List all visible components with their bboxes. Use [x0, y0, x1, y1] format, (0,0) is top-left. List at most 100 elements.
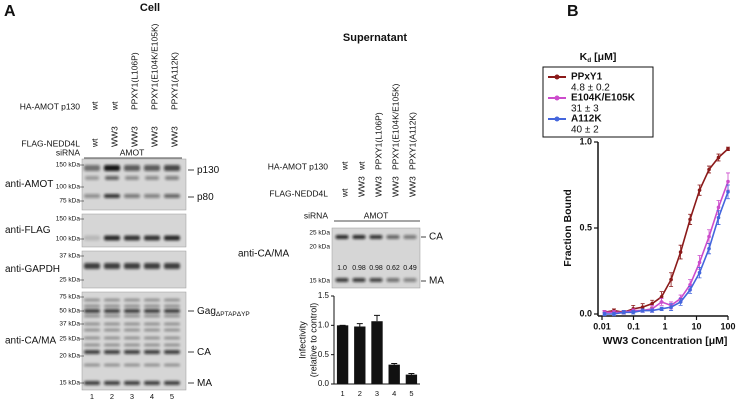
blot: [81, 291, 187, 391]
blot: [81, 213, 187, 248]
blot-band: [164, 314, 180, 318]
mw-marker: 75 kDa: [59, 294, 80, 301]
blot-band: [124, 314, 140, 318]
blot-band: [104, 298, 120, 302]
blot-band: [124, 194, 140, 198]
blot-band: [104, 194, 120, 198]
data-point: [716, 215, 721, 220]
condition-label: wt: [339, 188, 349, 198]
condition-label: WW3: [109, 126, 119, 147]
antibody-label: anti-GAPDH: [5, 264, 60, 275]
x-tick-label: 1: [662, 321, 667, 331]
quantity: 0.49: [403, 265, 417, 272]
mw-marker: 20 kDa: [309, 244, 330, 251]
blot-band: [144, 263, 160, 269]
data-point: [612, 312, 616, 316]
panel-label: B: [567, 3, 579, 20]
blot-band: [164, 350, 180, 354]
condition-label: PPXY1(A112K): [169, 52, 179, 110]
label-subscript: ΔPTAPΔYP: [216, 311, 250, 318]
row-label: FLAG-NEDD4L: [21, 138, 80, 148]
data-point: [707, 234, 711, 239]
condition-label: WW3: [149, 126, 159, 147]
error-bar: [391, 362, 398, 365]
condition-label: PPXY1(L106P): [129, 52, 139, 110]
bar: [354, 326, 366, 384]
blot-band: [104, 343, 120, 347]
antibody-label: anti-CA/MA: [5, 336, 56, 347]
blot-band: [124, 381, 140, 385]
x-tick-label: 2: [358, 389, 362, 398]
condition-label: PPXY1(E104K/E105K): [149, 23, 159, 110]
condition-label: WW3: [373, 176, 383, 197]
data-point: [669, 277, 673, 282]
blot-band: [84, 350, 100, 354]
blot-band: [105, 176, 119, 180]
condition-label: wt: [89, 138, 99, 148]
blot-band: [84, 328, 100, 332]
condition-label: wt: [109, 101, 119, 111]
data-point: [716, 155, 721, 160]
blot-band: [104, 363, 120, 367]
label-text: CA: [197, 347, 211, 358]
data-point: [640, 305, 645, 309]
mw-marker: 15 kDa: [59, 380, 80, 387]
blot-band: [386, 278, 400, 282]
data-point: [631, 310, 636, 315]
blot-band: [352, 235, 366, 239]
blot-band: [85, 176, 99, 180]
blot-band: [124, 263, 140, 269]
blot-band: [84, 263, 100, 269]
blot-band: [403, 235, 417, 239]
data-point: [688, 282, 692, 287]
blot-band: [104, 309, 120, 313]
legend-annotation: 4.8 ± 0.2: [571, 83, 610, 94]
row-label: siRNA: [304, 210, 328, 220]
blot-band: [164, 363, 180, 367]
lane-number: 1: [90, 392, 94, 401]
data-point: [640, 308, 645, 313]
mw-marker: 50 kDa: [59, 308, 80, 315]
blot-band: [104, 314, 120, 318]
x-axis-label: WW3 Concentration [μM]: [603, 335, 728, 347]
blot-band: [104, 328, 120, 332]
label-text: p80: [197, 192, 214, 203]
legend-annotation: 40 ± 2: [571, 125, 599, 136]
y-tick-label: 0.0: [579, 308, 592, 318]
blot-band: [144, 322, 160, 326]
label-text: p130: [197, 165, 220, 176]
data-point: [716, 205, 721, 210]
mw-marker: 100 kDa: [56, 184, 81, 191]
data-point: [669, 305, 673, 309]
condition-label: AMOT: [364, 210, 389, 220]
series-line: [604, 148, 729, 314]
legend-marker: [554, 74, 560, 80]
blot-band: [352, 278, 366, 282]
blot-band: [144, 194, 160, 198]
blot-band: [144, 165, 160, 171]
data-point: [697, 188, 702, 192]
blot-band: [84, 381, 100, 385]
blot-band: [124, 304, 140, 308]
data-point: [659, 307, 664, 311]
blot-band: [84, 336, 100, 340]
lane-number: 5: [170, 392, 174, 401]
blot-band: [124, 350, 140, 354]
blot-band: [144, 336, 160, 340]
error-bar: [374, 314, 380, 322]
blot: [81, 250, 187, 289]
blot-band: [164, 309, 180, 313]
blot-band: [84, 304, 100, 308]
blot-band: [164, 343, 180, 347]
error-bar: [408, 372, 415, 375]
y-axis-label: (relative to control): [308, 303, 318, 378]
data-point: [602, 312, 607, 316]
blot-band: [144, 309, 160, 313]
data-point: [650, 308, 654, 313]
y-tick-label: 0.0: [318, 379, 330, 388]
blot-band: [104, 381, 120, 385]
legend-annotation: 31 ± 3: [571, 104, 599, 115]
blot-band: [124, 322, 140, 326]
lane-number: 4: [150, 392, 154, 401]
condition-label: wt: [339, 161, 349, 171]
